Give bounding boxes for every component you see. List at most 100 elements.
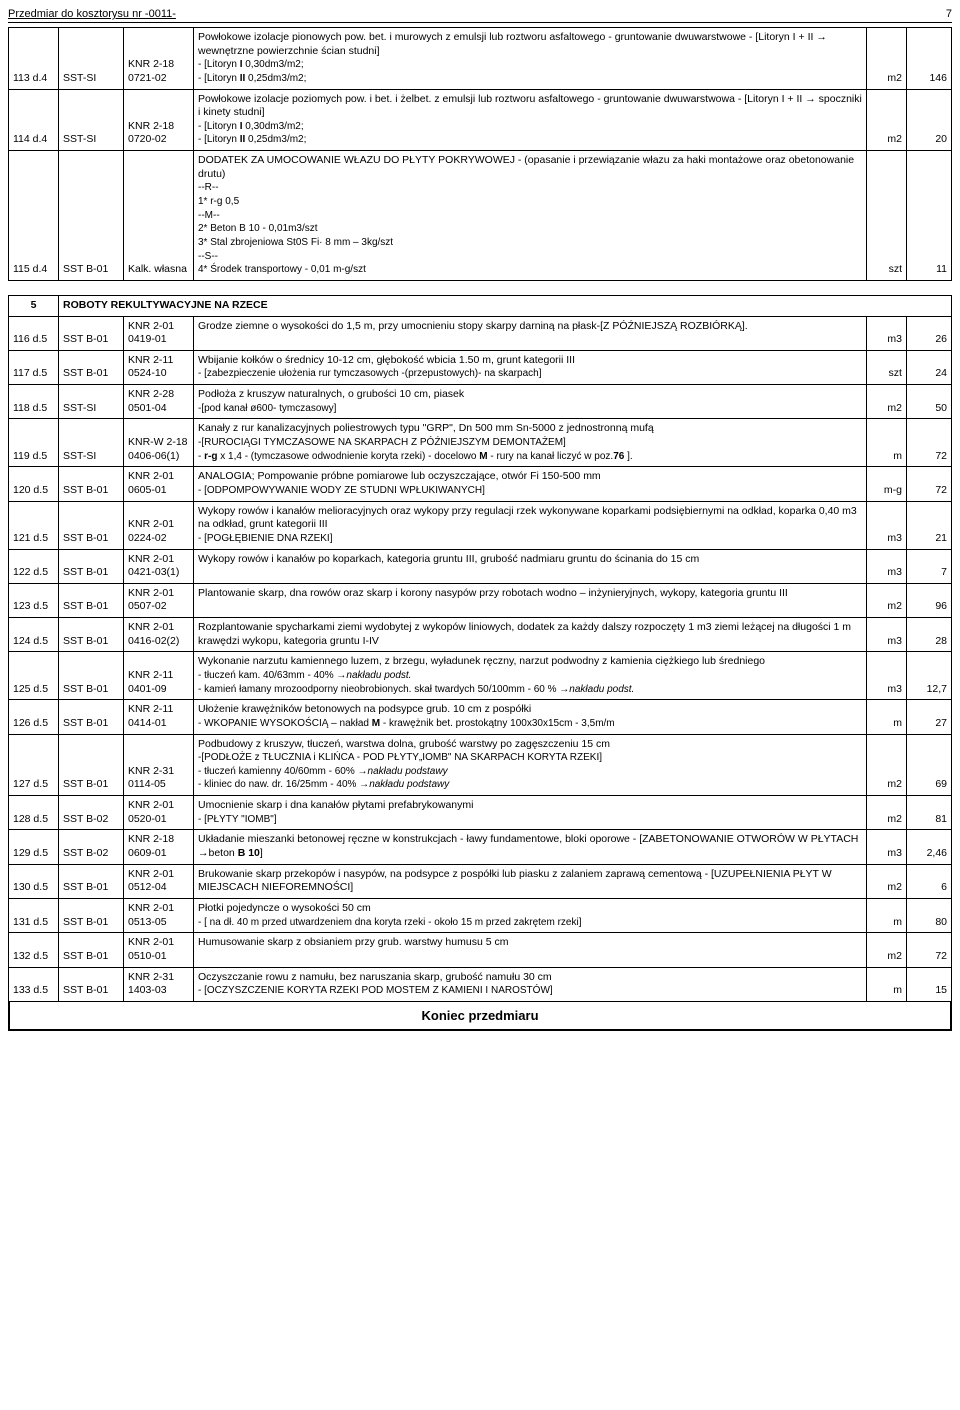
row-knr: KNR 2-01 0507-02 bbox=[124, 583, 194, 617]
row-id: 124 d.5 bbox=[9, 618, 59, 652]
row-id: 132 d.5 bbox=[9, 933, 59, 967]
table-row: 125 d.5SST B-01KNR 2-11 0401-09Wykonanie… bbox=[9, 652, 952, 700]
row-sst: SST B-01 bbox=[59, 467, 124, 501]
row-unit: szt bbox=[867, 151, 907, 281]
estimate-table-section5: 5 ROBOTY REKULTYWACYJNE NA RZECE 116 d.5… bbox=[8, 295, 952, 1002]
table-row: 115 d.4SST B-01Kalk. własnaDODATEK ZA UM… bbox=[9, 151, 952, 281]
row-desc: Powłokowe izolacje poziomych pow. i bet.… bbox=[194, 89, 867, 151]
row-sst: SST B-01 bbox=[59, 151, 124, 281]
row-desc: Wykopy rowów i kanałów po koparkach, kat… bbox=[194, 549, 867, 583]
row-knr: KNR 2-01 0513-05 bbox=[124, 898, 194, 932]
page-header: Przedmiar do kosztorysu nr -0011- 7 bbox=[8, 8, 952, 23]
row-sst: SST B-01 bbox=[59, 700, 124, 734]
row-sst: SST B-01 bbox=[59, 618, 124, 652]
row-qty: 24 bbox=[906, 350, 951, 384]
row-unit: m3 bbox=[866, 316, 906, 350]
row-id: 123 d.5 bbox=[9, 583, 59, 617]
table-row: 123 d.5SST B-01KNR 2-01 0507-02Plantowan… bbox=[9, 583, 952, 617]
row-desc: Podbudowy z kruszyw, tłuczeń, warstwa do… bbox=[194, 734, 867, 796]
row-qty: 72 bbox=[906, 419, 951, 467]
row-unit: m2 bbox=[866, 864, 906, 898]
table-row: 113 d.4SST-SIKNR 2-18 0721-02Powłokowe i… bbox=[9, 28, 952, 90]
table-row: 121 d.5SST B-01KNR 2-01 0224-02Wykopy ro… bbox=[9, 501, 952, 549]
row-qty: 50 bbox=[906, 385, 951, 419]
row-desc: ANALOGIA; Pompowanie próbne pomiarowe lu… bbox=[194, 467, 867, 501]
row-sst: SST B-01 bbox=[59, 898, 124, 932]
row-unit: m bbox=[866, 898, 906, 932]
row-unit: szt bbox=[866, 350, 906, 384]
row-knr: KNR 2-01 0520-01 bbox=[124, 796, 194, 830]
row-knr: Kalk. własna bbox=[124, 151, 194, 281]
row-desc: DODATEK ZA UMOCOWANIE WŁAZU DO PŁYTY POK… bbox=[194, 151, 867, 281]
table-row: 124 d.5SST B-01KNR 2-01 0416-02(2)Rozpla… bbox=[9, 618, 952, 652]
row-knr: KNR 2-18 0721-02 bbox=[124, 28, 194, 90]
row-desc: Płotki pojedyncze o wysokości 50 cm- [ n… bbox=[194, 898, 867, 932]
row-id: 115 d.4 bbox=[9, 151, 59, 281]
table-row: 122 d.5SST B-01KNR 2-01 0421-03(1)Wykopy… bbox=[9, 549, 952, 583]
row-id: 113 d.4 bbox=[9, 28, 59, 90]
row-id: 129 d.5 bbox=[9, 830, 59, 864]
row-id: 128 d.5 bbox=[9, 796, 59, 830]
row-qty: 69 bbox=[906, 734, 951, 796]
row-unit: m2 bbox=[866, 933, 906, 967]
table-row: 130 d.5SST B-01KNR 2-01 0512-04Brukowani… bbox=[9, 864, 952, 898]
row-sst: SST-SI bbox=[59, 385, 124, 419]
row-unit: m3 bbox=[866, 830, 906, 864]
row-qty: 28 bbox=[906, 618, 951, 652]
table-row: 116 d.5SST B-01KNR 2-01 0419-01Grodze zi… bbox=[9, 316, 952, 350]
header-title: Przedmiar do kosztorysu nr -0011- bbox=[8, 8, 176, 20]
table-row: 131 d.5SST B-01KNR 2-01 0513-05Płotki po… bbox=[9, 898, 952, 932]
row-id: 119 d.5 bbox=[9, 419, 59, 467]
row-qty: 12,7 bbox=[906, 652, 951, 700]
row-knr: KNR 2-01 0605-01 bbox=[124, 467, 194, 501]
row-unit: m bbox=[866, 700, 906, 734]
estimate-table: 113 d.4SST-SIKNR 2-18 0721-02Powłokowe i… bbox=[8, 27, 952, 281]
row-knr: KNR-W 2-18 0406-06(1) bbox=[124, 419, 194, 467]
page-number: 7 bbox=[946, 8, 952, 20]
row-desc: Grodze ziemne o wysokości do 1,5 m, przy… bbox=[194, 316, 867, 350]
row-qty: 15 bbox=[906, 967, 951, 1001]
row-id: 121 d.5 bbox=[9, 501, 59, 549]
row-sst: SST B-01 bbox=[59, 350, 124, 384]
row-desc: Wbijanie kołków o średnicy 10-12 cm, głę… bbox=[194, 350, 867, 384]
row-knr: KNR 2-31 0114-05 bbox=[124, 734, 194, 796]
row-sst: SST B-01 bbox=[59, 501, 124, 549]
row-unit: m2 bbox=[866, 734, 906, 796]
row-desc: Podłoża z kruszyw naturalnych, o grubośc… bbox=[194, 385, 867, 419]
row-sst: SST B-01 bbox=[59, 583, 124, 617]
row-id: 117 d.5 bbox=[9, 350, 59, 384]
row-id: 120 d.5 bbox=[9, 467, 59, 501]
table-row: 133 d.5SST B-01KNR 2-31 1403-03Oczyszcza… bbox=[9, 967, 952, 1001]
section-header: 5 ROBOTY REKULTYWACYJNE NA RZECE bbox=[9, 295, 952, 316]
row-knr: KNR 2-01 0416-02(2) bbox=[124, 618, 194, 652]
row-id: 122 d.5 bbox=[9, 549, 59, 583]
row-qty: 11 bbox=[907, 151, 952, 281]
row-knr: KNR 2-01 0419-01 bbox=[124, 316, 194, 350]
row-knr: KNR 2-11 0414-01 bbox=[124, 700, 194, 734]
row-qty: 21 bbox=[906, 501, 951, 549]
row-sst: SST B-01 bbox=[59, 652, 124, 700]
row-id: 125 d.5 bbox=[9, 652, 59, 700]
row-knr: KNR 2-01 0421-03(1) bbox=[124, 549, 194, 583]
row-knr: KNR 2-18 0720-02 bbox=[124, 89, 194, 151]
row-id: 114 d.4 bbox=[9, 89, 59, 151]
row-id: 118 d.5 bbox=[9, 385, 59, 419]
table-row: 129 d.5SST B-02KNR 2-18 0609-01Układanie… bbox=[9, 830, 952, 864]
row-qty: 80 bbox=[906, 898, 951, 932]
row-sst: SST-SI bbox=[59, 419, 124, 467]
row-id: 127 d.5 bbox=[9, 734, 59, 796]
row-knr: KNR 2-18 0609-01 bbox=[124, 830, 194, 864]
row-id: 126 d.5 bbox=[9, 700, 59, 734]
row-desc: Humusowanie skarp z obsianiem przy grub.… bbox=[194, 933, 867, 967]
row-qty: 146 bbox=[907, 28, 952, 90]
row-sst: SST-SI bbox=[59, 89, 124, 151]
row-sst: SST B-01 bbox=[59, 967, 124, 1001]
row-unit: m bbox=[866, 967, 906, 1001]
row-knr: KNR 2-11 0401-09 bbox=[124, 652, 194, 700]
row-qty: 2,46 bbox=[906, 830, 951, 864]
row-sst: SST B-01 bbox=[59, 316, 124, 350]
row-qty: 26 bbox=[906, 316, 951, 350]
row-qty: 96 bbox=[906, 583, 951, 617]
row-desc: Brukowanie skarp przekopów i nasypów, na… bbox=[194, 864, 867, 898]
row-desc: Plantowanie skarp, dna rowów oraz skarp … bbox=[194, 583, 867, 617]
